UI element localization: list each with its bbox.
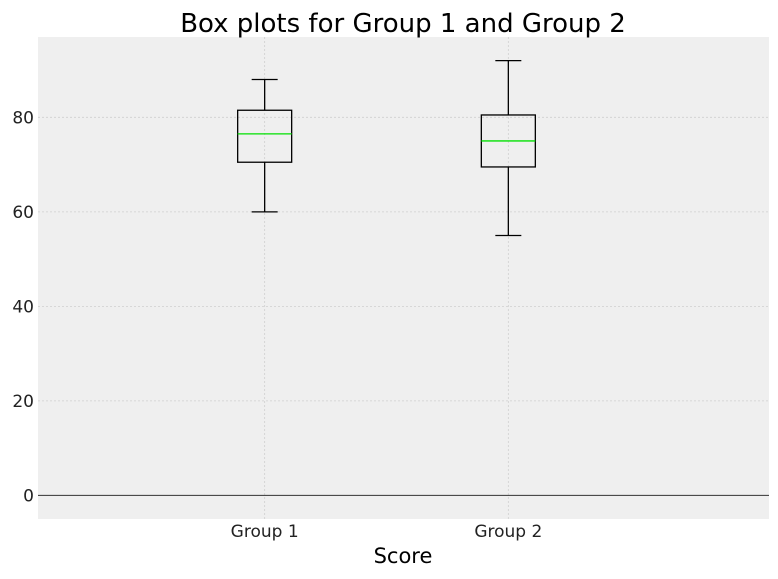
iqr-box: [237, 109, 293, 163]
boxes: [237, 59, 536, 237]
x-tick-label: Group 2: [474, 522, 542, 542]
y-axis-ticks: 0 20 40 60 80: [12, 108, 34, 506]
box-2: [480, 59, 536, 237]
chart-title: Box plots for Group 1 and Group 2: [180, 9, 626, 39]
y-tick-label: 80: [12, 108, 34, 128]
x-axis-ticks: Group 1 Group 2: [231, 522, 543, 542]
y-tick-label: 0: [23, 486, 34, 506]
y-tick-label: 60: [12, 203, 34, 223]
x-tick-label: Group 1: [231, 522, 299, 542]
box-1: [237, 78, 293, 213]
x-axis-label: Score: [374, 544, 433, 568]
y-tick-label: 40: [12, 297, 34, 317]
grid-lines: [38, 37, 769, 519]
plot-area: [38, 37, 769, 519]
y-tick-label: 20: [12, 392, 34, 412]
